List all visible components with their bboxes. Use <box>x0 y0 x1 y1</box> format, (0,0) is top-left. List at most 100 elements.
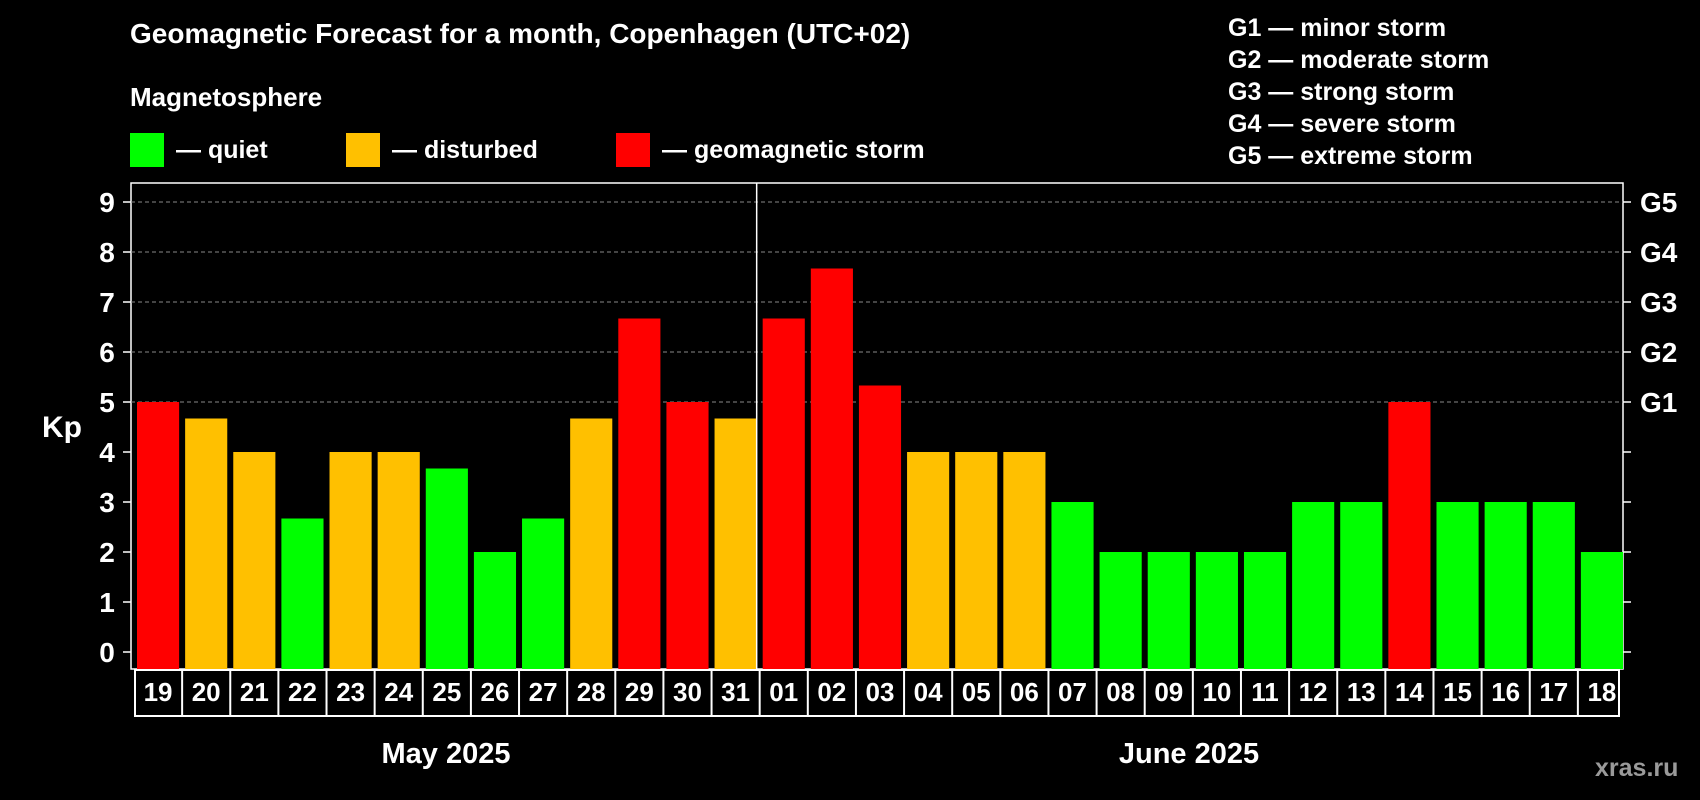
date-label-10: 10 <box>1202 677 1231 707</box>
date-label-05: 05 <box>962 677 991 707</box>
storm-scale-list: G1 — minor storm G2 — moderate storm G3 … <box>1228 12 1489 172</box>
date-label-13: 13 <box>1347 677 1376 707</box>
legend-storm: — geomagnetic storm <box>616 133 925 167</box>
legend-label-quiet: — quiet <box>176 135 268 164</box>
date-label-09: 09 <box>1154 677 1183 707</box>
watermark: xras.ru <box>1595 754 1679 782</box>
bar-09 <box>1147 552 1190 669</box>
y-tick-label-4: 4 <box>99 437 115 468</box>
bar-29 <box>618 318 661 669</box>
bar-08 <box>1099 552 1142 669</box>
bar-10 <box>1195 552 1238 669</box>
bar-01 <box>762 318 805 669</box>
right-tick-label-G5: G5 <box>1640 187 1677 218</box>
date-label-06: 06 <box>1010 677 1039 707</box>
date-label-30: 30 <box>673 677 702 707</box>
storm-scale-g3: G3 — strong storm <box>1228 78 1455 106</box>
bar-22 <box>281 518 324 669</box>
date-label-03: 03 <box>866 677 895 707</box>
bar-16 <box>1484 502 1527 669</box>
date-row-frame <box>134 669 1620 717</box>
storm-scale-g2: G2 — moderate storm <box>1228 46 1490 74</box>
bar-15 <box>1436 502 1479 669</box>
date-label-28: 28 <box>577 677 606 707</box>
date-label-15: 15 <box>1443 677 1472 707</box>
date-label-04: 04 <box>914 677 943 707</box>
date-label-17: 17 <box>1539 677 1568 707</box>
bar-05 <box>955 452 998 669</box>
bar-18 <box>1580 552 1623 669</box>
date-label-20: 20 <box>192 677 221 707</box>
right-tick-label-G1: G1 <box>1640 387 1677 418</box>
y-tick-label-6: 6 <box>99 337 115 368</box>
legend-subtitle: Magnetosphere <box>130 82 323 112</box>
bar-07 <box>1051 502 1094 669</box>
bar-11 <box>1243 552 1287 669</box>
date-label-14: 14 <box>1395 677 1424 707</box>
y-tick-label-2: 2 <box>99 537 115 568</box>
bar-24 <box>377 452 420 669</box>
right-tick-label-G3: G3 <box>1640 287 1677 318</box>
bar-03 <box>858 385 902 669</box>
legend-label-storm: — geomagnetic storm <box>662 135 925 164</box>
legend-swatch-quiet <box>130 133 164 167</box>
date-label-08: 08 <box>1106 677 1135 707</box>
date-label-27: 27 <box>529 677 558 707</box>
date-label-16: 16 <box>1491 677 1520 707</box>
bar-28 <box>570 418 613 669</box>
date-label-12: 12 <box>1299 677 1328 707</box>
date-label-31: 31 <box>721 677 750 707</box>
date-label-11: 11 <box>1251 677 1279 707</box>
legend-disturbed: — disturbed <box>346 133 538 167</box>
bar-23 <box>329 452 372 669</box>
storm-scale-g1: G1 — minor storm <box>1228 14 1447 42</box>
bar-19 <box>137 402 180 669</box>
legend-label-disturbed: — disturbed <box>392 135 538 164</box>
bar-06 <box>1003 452 1046 669</box>
bar-21 <box>233 452 276 669</box>
date-label-01: 01 <box>769 677 798 707</box>
y-tick-label-8: 8 <box>99 237 115 268</box>
right-tick-label-G2: G2 <box>1640 337 1677 368</box>
date-label-22: 22 <box>288 677 317 707</box>
y-tick-label-5: 5 <box>99 387 115 418</box>
date-label-02: 02 <box>817 677 846 707</box>
y-tick-label-9: 9 <box>99 187 115 218</box>
y-axis-label: Kp <box>42 411 82 444</box>
bar-30 <box>666 402 709 669</box>
bar-26 <box>473 552 517 669</box>
date-label-26: 26 <box>481 677 510 707</box>
bar-20 <box>185 418 228 669</box>
y-tick-label-3: 3 <box>99 487 115 518</box>
bar-14 <box>1388 402 1431 669</box>
right-tick-label-G4: G4 <box>1640 237 1678 268</box>
y-tick-label-7: 7 <box>99 287 115 318</box>
date-label-25: 25 <box>432 677 461 707</box>
y-tick-label-1: 1 <box>99 587 115 618</box>
bar-12 <box>1292 502 1335 669</box>
date-label-24: 24 <box>384 677 413 707</box>
bar-31 <box>714 418 757 669</box>
date-label-21: 21 <box>240 677 269 707</box>
month-label-may: May 2025 <box>382 738 511 770</box>
chart-title: Geomagnetic Forecast for a month, Copenh… <box>130 18 911 49</box>
date-label-23: 23 <box>336 677 365 707</box>
month-label-june: June 2025 <box>1119 738 1259 770</box>
bar-13 <box>1340 502 1383 669</box>
date-label-07: 07 <box>1058 677 1087 707</box>
storm-scale-g4: G4 — severe storm <box>1228 110 1456 138</box>
bar-04 <box>907 452 950 669</box>
legend-swatch-disturbed <box>346 133 380 167</box>
bar-17 <box>1532 502 1575 669</box>
legend-quiet: — quiet <box>130 133 268 167</box>
bar-25 <box>425 468 468 669</box>
bar-02 <box>810 268 853 669</box>
date-label-18: 18 <box>1587 677 1616 707</box>
bar-27 <box>522 518 565 669</box>
date-label-19: 19 <box>144 677 173 707</box>
storm-scale-g5: G5 — extreme storm <box>1228 142 1473 170</box>
date-label-29: 29 <box>625 677 654 707</box>
y-tick-label-0: 0 <box>99 637 115 668</box>
legend-swatch-storm <box>616 133 650 167</box>
